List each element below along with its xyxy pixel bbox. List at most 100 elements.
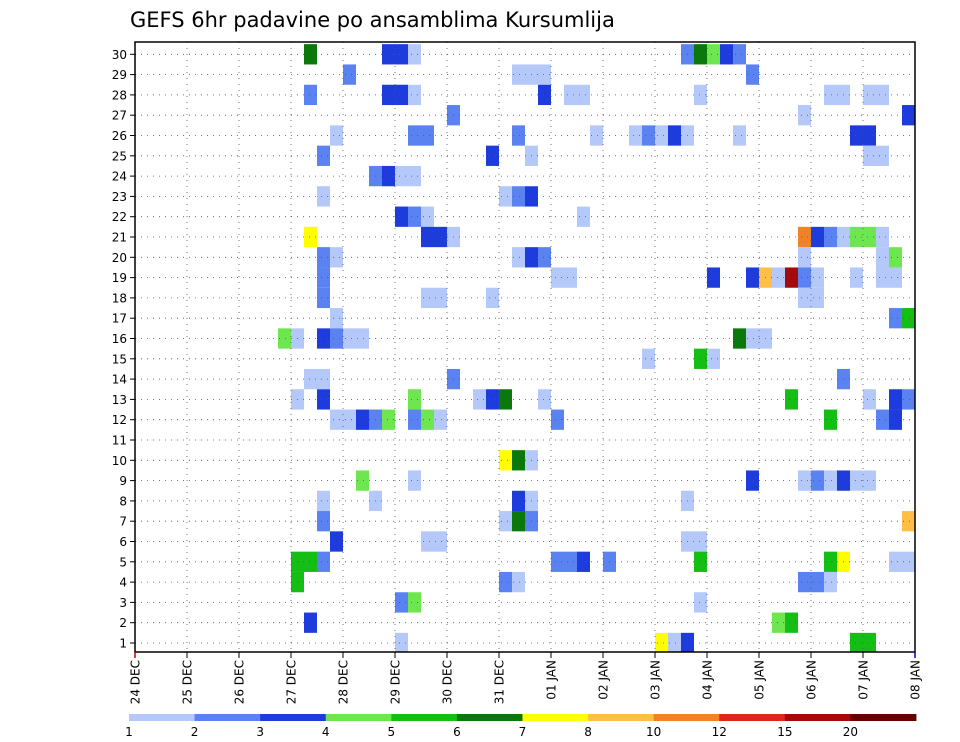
heatmap-cell: [577, 84, 590, 106]
heatmap-cell: [655, 125, 668, 146]
heatmap-cell: [434, 409, 447, 430]
heatmap-cell: [421, 226, 434, 248]
heatmap-cell: [356, 409, 369, 430]
heatmap-cell: [694, 531, 707, 552]
legend-swatch: [850, 714, 917, 721]
heatmap-cell: [746, 64, 759, 85]
heatmap-cell: [278, 328, 291, 349]
legend-label: 1: [125, 725, 133, 739]
heatmap-cell: [863, 389, 876, 410]
heatmap-cell: [408, 470, 421, 491]
y-tick-label: 5: [119, 555, 127, 569]
heatmap-cell: [408, 125, 421, 146]
heatmap-cell: [785, 612, 798, 633]
heatmap-cell: [317, 247, 330, 268]
heatmap-cell: [317, 551, 330, 572]
heatmap-cell: [850, 470, 863, 491]
heatmap-cell: [512, 247, 525, 268]
x-tick-label: 06 JAN: [805, 660, 819, 700]
heatmap-cell: [551, 551, 564, 572]
heatmap-cell: [317, 328, 330, 349]
heatmap-cell: [785, 389, 798, 410]
heatmap-cell: [317, 389, 330, 410]
heatmap-cell: [772, 612, 785, 633]
legend-label: 5: [388, 725, 396, 739]
heatmap-cell: [863, 226, 876, 248]
y-tick-label: 30: [112, 48, 127, 62]
x-tick-label: 01 JAN: [545, 660, 559, 700]
legend-swatch: [653, 714, 720, 721]
legend-label: 6: [453, 725, 461, 739]
heatmap-cell: [850, 267, 863, 288]
heatmap-cell: [434, 226, 447, 248]
heatmap-cell: [408, 592, 421, 613]
heatmap-cell: [824, 571, 837, 593]
y-tick-label: 16: [112, 332, 127, 346]
heatmap-cell: [512, 511, 525, 532]
heatmap-cell: [863, 145, 876, 166]
heatmap-cell: [811, 470, 824, 491]
heatmap-cell: [902, 511, 915, 532]
legend-swatch: [522, 714, 589, 721]
heatmap-cell: [798, 287, 811, 309]
heatmap-cell: [486, 389, 499, 410]
heatmap-cell: [876, 226, 889, 248]
x-tick-label: 26 DEC: [233, 660, 247, 704]
heatmap-cell: [421, 531, 434, 552]
heatmap-cell: [694, 592, 707, 613]
heatmap-cell: [304, 84, 317, 106]
heatmap-cell: [499, 389, 512, 410]
heatmap-cell: [512, 186, 525, 207]
heatmap-cell: [304, 226, 317, 248]
heatmap-cell: [694, 551, 707, 572]
heatmap-cell: [330, 531, 343, 552]
legend-swatch: [129, 714, 195, 721]
legend-label: 8: [584, 725, 592, 739]
legend-label: 4: [322, 725, 330, 739]
heatmap-cell: [798, 226, 811, 248]
heatmap-cell: [395, 165, 408, 187]
heatmap-cell: [317, 267, 330, 288]
y-tick-label: 6: [119, 535, 127, 549]
y-tick-label: 24: [112, 170, 127, 184]
heatmap-cell: [746, 267, 759, 288]
heatmap-cell: [577, 551, 590, 572]
x-tick-label: 30 DEC: [441, 660, 455, 704]
heatmap-cell: [382, 409, 395, 430]
heatmap-cell: [317, 490, 330, 512]
heatmap-cell: [499, 571, 512, 593]
heatmap-cell: [876, 409, 889, 430]
y-tick-label: 8: [119, 494, 127, 508]
heatmap-cell: [512, 64, 525, 85]
heatmap-cell: [850, 125, 863, 146]
y-tick-label: 22: [112, 210, 127, 224]
chart-title: GEFS 6hr padavine po ansamblima Kursumli…: [130, 8, 615, 32]
heatmap-cell: [356, 328, 369, 349]
heatmap-cell: [863, 125, 876, 146]
heatmap-cell: [395, 206, 408, 227]
heatmap-cell: [746, 328, 759, 349]
heatmap-cell: [863, 470, 876, 491]
heatmap-cell: [694, 84, 707, 106]
plot-frame: [134, 41, 916, 653]
legend-swatch: [719, 714, 786, 721]
y-tick-label: 27: [112, 109, 127, 123]
heatmap-cell: [499, 450, 512, 471]
heatmap-cell: [824, 470, 837, 491]
y-tick-label: 17: [112, 312, 127, 326]
heatmap-cell: [564, 84, 577, 106]
heatmap-cell: [473, 389, 486, 410]
x-tick-label: 28 DEC: [337, 660, 351, 704]
heatmap-cell: [317, 511, 330, 532]
heatmap-cell: [811, 571, 824, 593]
heatmap-cell: [408, 84, 421, 106]
heatmap-cell: [395, 632, 408, 652]
heatmap-cell: [434, 531, 447, 552]
y-tick-label: 21: [112, 231, 127, 245]
heatmap-cell: [382, 84, 395, 106]
y-tick-label: 20: [112, 251, 127, 265]
heatmap-cell: [629, 125, 642, 146]
heatmap-cell: [785, 267, 798, 288]
heatmap-cell: [902, 551, 915, 572]
heatmap-cell: [330, 409, 343, 430]
